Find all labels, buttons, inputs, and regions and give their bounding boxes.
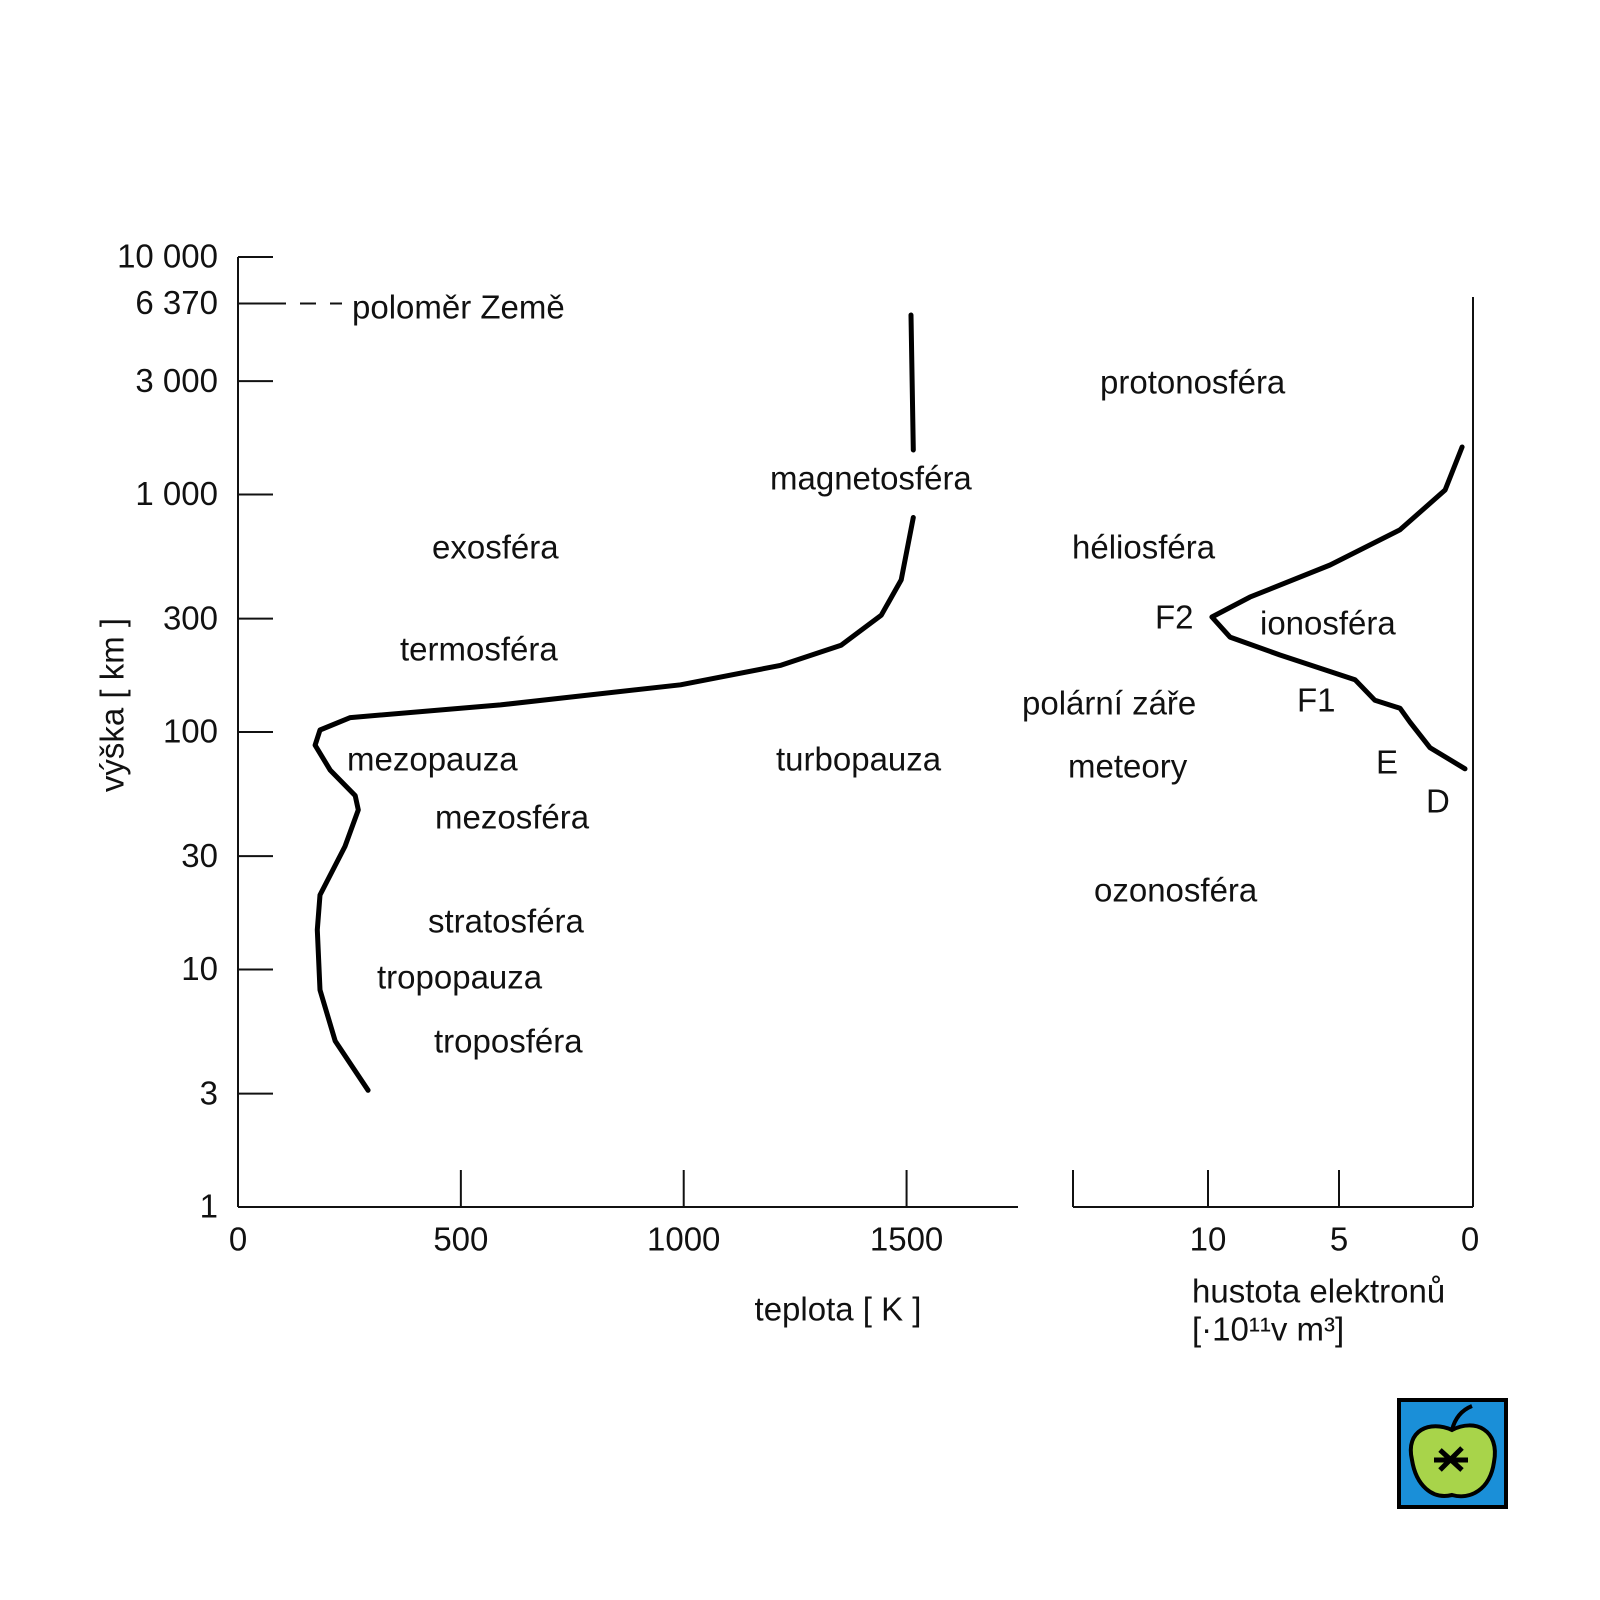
curve — [1209, 444, 1468, 772]
y-tick-label: 10 000 — [117, 238, 218, 275]
curve — [312, 515, 916, 1093]
x-axis-label: hustota elektronů — [1192, 1273, 1445, 1310]
annotation: F2 — [1155, 599, 1194, 636]
annotation: protonosféra — [1100, 364, 1286, 401]
annotation: ozonosféra — [1094, 872, 1258, 909]
annotation: termosféra — [400, 631, 558, 668]
annotation: meteory — [1068, 748, 1188, 785]
y-tick-label: 100 — [163, 713, 218, 750]
y-tick-label: 1 000 — [135, 475, 218, 512]
y-tick-label: 3 — [200, 1074, 218, 1111]
x-tick-label: 500 — [433, 1221, 488, 1258]
annotation: D — [1426, 783, 1450, 820]
x-axis-label: [·10¹¹v m³] — [1192, 1311, 1344, 1348]
logo — [1397, 1398, 1508, 1509]
annotation: mezosféra — [435, 799, 590, 836]
curve — [908, 312, 916, 453]
annotation: magnetosféra — [770, 460, 972, 497]
annotation: mezopauza — [347, 741, 518, 778]
y-tick-label: 300 — [163, 599, 218, 636]
y-tick-label: 6 370 — [135, 284, 218, 321]
annotation: poloměr Země — [352, 289, 565, 326]
annotation: turbopauza — [776, 741, 942, 778]
y-tick-label: 30 — [181, 837, 218, 874]
annotation: exosféra — [432, 529, 559, 566]
x-tick-label: 1500 — [870, 1221, 943, 1258]
x-tick-label: 10 — [1190, 1221, 1227, 1258]
annotation: stratosféra — [428, 903, 585, 940]
annotation: tropopauza — [377, 959, 543, 996]
annotation: polární záře — [1022, 685, 1196, 722]
x-tick-label: 5 — [1330, 1221, 1348, 1258]
y-tick-label: 3 000 — [135, 362, 218, 399]
annotation: troposféra — [434, 1023, 583, 1060]
x-tick-label: 0 — [1461, 1221, 1479, 1258]
annotation: E — [1376, 744, 1398, 781]
annotation: héliosféra — [1072, 529, 1216, 566]
annotation: ionosféra — [1260, 605, 1396, 642]
y-tick-label: 1 — [200, 1188, 218, 1225]
y-tick-label: 10 — [181, 950, 218, 987]
x-tick-label: 0 — [229, 1221, 247, 1258]
y-axis-label: výška [ km ] — [94, 618, 131, 792]
annotation: F1 — [1297, 682, 1336, 719]
x-axis-label: teplota [ K ] — [755, 1291, 922, 1328]
x-tick-label: 1000 — [647, 1221, 720, 1258]
